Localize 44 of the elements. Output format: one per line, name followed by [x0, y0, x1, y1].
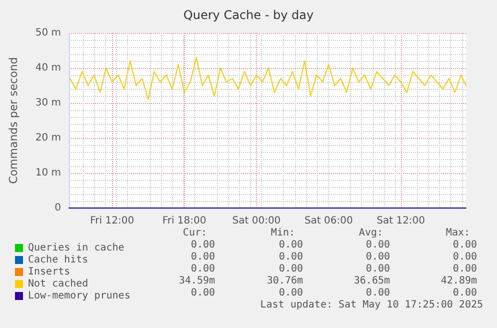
y-tick-label: 50 m	[35, 28, 61, 38]
legend-label: Low-memory prunes	[28, 290, 130, 302]
legend-label: Queries in cache	[28, 242, 124, 254]
text: Cur:	[182, 228, 208, 238]
text: 0.00	[452, 288, 478, 298]
text: 0.00	[190, 240, 216, 250]
text: 0.00	[366, 252, 390, 262]
text: 0.00	[190, 252, 216, 262]
text: 0.00	[452, 240, 478, 250]
text: 0.00	[190, 264, 216, 274]
text: 36.65m	[354, 276, 390, 286]
text: Max:	[446, 228, 470, 238]
text: 0.00	[366, 288, 390, 298]
text: Last update: Sat May 10 17:25:00 2025	[260, 300, 484, 310]
text: 0.00	[366, 240, 390, 250]
x-tick-label: Fri 12:00	[90, 216, 134, 226]
text: 0.00	[278, 264, 304, 274]
y-axis-title: Commands per second	[7, 57, 20, 184]
text: 0.00	[190, 288, 216, 298]
text: Min:	[270, 228, 296, 238]
text: 0.00	[366, 264, 390, 274]
y-tick-label: 0	[54, 202, 61, 214]
x-tick-label: Fri 18:00	[162, 216, 206, 226]
text: 42.89m	[440, 276, 477, 286]
text: 34.59m	[178, 276, 215, 286]
chart-title: Query Cache - by day	[183, 8, 314, 22]
x-tick-label: Sat 06:00	[304, 216, 353, 226]
legend-label: Not cached	[28, 278, 88, 290]
text: 0.00	[452, 264, 478, 274]
y-tick-label: 40 m	[35, 62, 61, 74]
y-tick-label: 10 m	[35, 168, 61, 178]
text: 30.76m	[266, 276, 303, 286]
text: 0.00	[278, 252, 304, 262]
x-tick-label: Sat 00:00	[232, 216, 281, 226]
text: Avg:	[358, 228, 384, 238]
line-series	[70, 57, 466, 100]
y-tick-label: 30 m	[35, 98, 61, 108]
legend-label: Inserts	[28, 266, 70, 278]
text: 0.00	[278, 240, 304, 250]
text: 0.00	[278, 288, 304, 298]
y-tick-label: 20 m	[35, 132, 61, 144]
x-tick-label: Sat 12:00	[376, 216, 426, 226]
legend-label: Cache hits	[28, 254, 88, 266]
text: 0.00	[452, 252, 478, 262]
